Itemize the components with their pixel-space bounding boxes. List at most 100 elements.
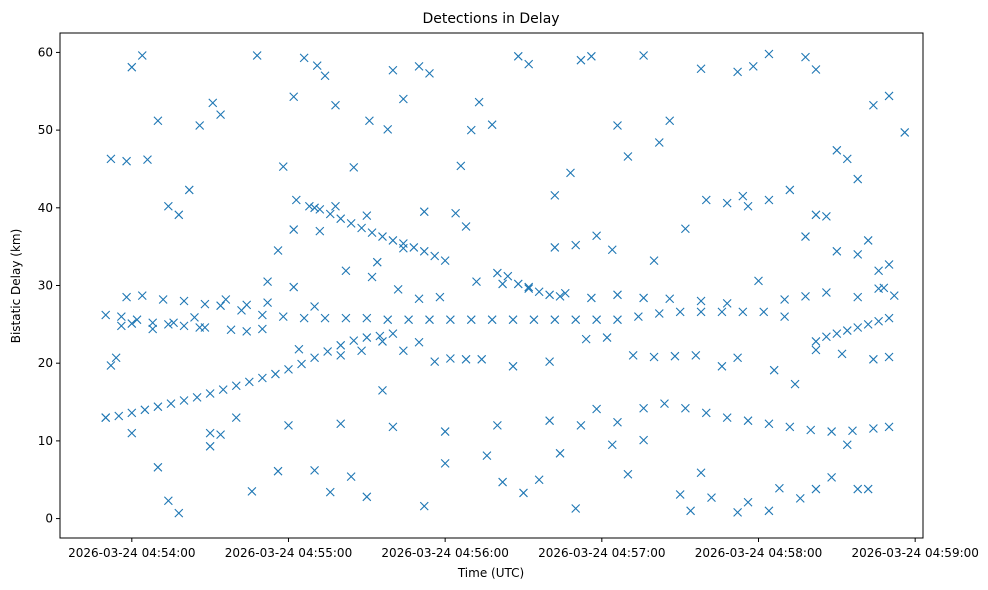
y-axis-label: Bistatic Delay (km) [9,229,23,344]
data-point [414,62,424,71]
data-point [738,307,748,317]
data-point [503,271,513,281]
data-point [148,318,158,328]
data-point [440,427,450,436]
data-point [362,211,372,220]
data-point [174,508,184,518]
data-point [560,288,570,298]
data-point [231,413,241,422]
data-point [257,324,267,334]
data-point [271,369,280,379]
y-tick-label: 10 [38,434,53,448]
data-point [474,97,484,107]
data-point [550,190,560,200]
data-point [445,315,455,325]
data-point [336,214,346,224]
data-point [686,506,695,516]
data-point [837,349,847,359]
x-tick-label: 2026-03-24 04:59:00 [851,546,978,560]
data-point [242,300,252,310]
data-point [780,312,789,321]
data-point [498,477,507,487]
data-point [445,354,455,363]
chart-title: Detections in Delay [422,11,559,27]
x-tick-label: 2026-03-24 04:54:00 [68,546,195,560]
data-point [367,228,377,238]
data-point [848,426,857,436]
data-point [759,307,769,317]
data-point [853,292,863,302]
data-point [586,293,596,303]
data-point [461,354,471,364]
data-point [273,246,283,255]
data-point [425,69,434,78]
data-point [200,323,210,332]
data-point [889,291,899,300]
data-point [801,52,810,62]
data-point [127,428,137,438]
data-point [466,315,476,325]
data-point [623,152,633,161]
data-point [466,125,476,135]
data-point [122,292,131,302]
data-point [680,403,690,413]
data-point [519,488,528,498]
data-point [607,440,617,450]
data-point [278,312,288,321]
data-point [242,326,252,336]
data-point [148,324,158,334]
data-point [613,417,622,427]
data-point [299,53,309,63]
data-point [868,424,878,433]
data-point [153,402,163,412]
data-point [231,381,241,391]
y-axis-ticks: 0 10 20 30 40 50 60 [38,45,60,526]
data-point [388,236,398,245]
data-point [166,399,176,408]
y-tick-label: 50 [38,123,53,137]
data-point [555,448,565,458]
data-point [163,319,173,329]
data-point [315,204,325,214]
data-point [764,49,774,59]
data-point [534,287,544,297]
data-point [388,422,398,432]
data-point [592,315,601,325]
data-point [733,507,742,517]
data-point [226,325,236,335]
data-point [827,427,836,436]
data-point [312,61,322,71]
data-point [675,307,685,317]
data-point [349,163,359,172]
data-point [649,352,659,362]
data-point [571,240,581,250]
data-point [336,419,346,429]
data-point [278,162,288,172]
data-point [680,224,690,234]
data-point [341,266,351,276]
data-point [294,344,304,354]
data-point [581,334,591,344]
data-point [435,292,445,302]
data-point [769,365,779,375]
data-point [216,430,225,440]
data-point [571,504,581,513]
data-point [137,51,147,60]
x-axis-label: Time (UTC) [457,566,524,580]
data-point [722,298,732,308]
data-point [832,246,842,256]
data-point [398,243,408,253]
data-point [430,251,440,261]
data-point [821,332,831,342]
data-point [184,185,194,195]
plot-area [59,32,924,539]
data-point [884,313,894,323]
data-point [592,404,601,414]
data-point [853,484,863,494]
data-point [388,65,398,75]
data-point [649,256,659,266]
data-point [257,373,267,383]
x-tick-label: 2026-03-24 04:55:00 [225,546,352,560]
data-point [764,419,774,429]
